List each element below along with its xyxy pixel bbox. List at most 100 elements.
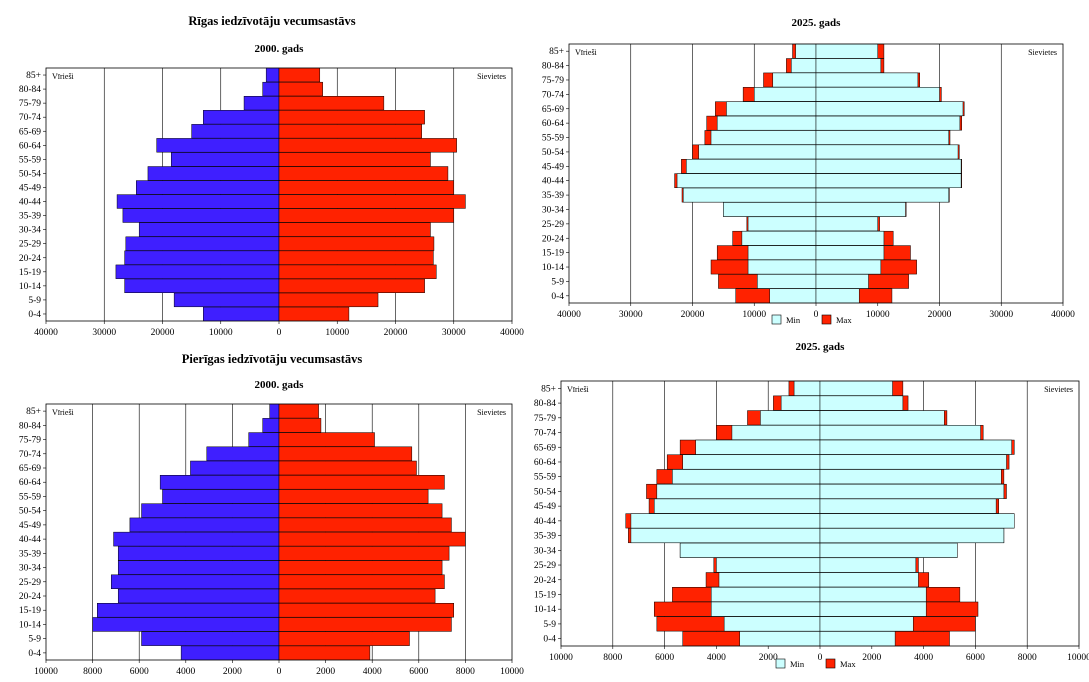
bar-min-male — [791, 58, 817, 73]
y-tick-label: 30-34 — [534, 546, 556, 556]
y-tick-label: 85+ — [26, 71, 41, 81]
bar-min-female — [815, 101, 964, 117]
bar-min-female — [815, 259, 882, 275]
bar-male — [115, 264, 280, 279]
y-tick-label: 20-24 — [19, 592, 41, 602]
bar-min-male — [716, 115, 817, 131]
bar-min-female — [819, 557, 917, 573]
bar-min-female — [819, 380, 893, 396]
chart-title: 2025. gads — [796, 341, 846, 353]
bar-min-male — [679, 542, 821, 558]
bar-min-male — [747, 245, 817, 260]
bar-female — [278, 603, 454, 618]
bar-min-male — [695, 439, 821, 455]
y-tick-label: 55-59 — [19, 492, 41, 502]
bar-min-female — [819, 425, 981, 440]
y-tick-label: 40-44 — [19, 198, 41, 208]
bar-min-male — [653, 498, 821, 514]
bar-male — [138, 222, 280, 237]
y-tick-label: 85+ — [26, 407, 41, 417]
y-tick-label: 25-29 — [542, 220, 564, 230]
y-tick-label: 45-49 — [534, 502, 556, 512]
bar-min-male — [780, 395, 821, 411]
bar-min-male — [676, 173, 817, 188]
y-tick-label: 30-34 — [19, 226, 41, 236]
y-tick-label: 0-4 — [28, 310, 41, 320]
y-tick-label: 25-29 — [19, 240, 41, 250]
bar-male — [203, 110, 280, 125]
y-tick-label: 10-14 — [19, 282, 41, 292]
bar-min-male — [710, 130, 817, 145]
x-tick-label: 0 — [814, 310, 819, 320]
y-tick-label: 5-9 — [28, 635, 41, 645]
bar-min-female — [819, 616, 914, 632]
bar-male — [147, 166, 280, 181]
bar-min-male — [723, 616, 821, 632]
bar-male — [173, 292, 280, 308]
bar-min-female — [819, 631, 896, 647]
y-tick-label: 60-64 — [542, 119, 564, 129]
bar-male — [206, 446, 280, 461]
pieriga-heading: Pierīgas iedzīvotāju vecumsastāvs — [181, 352, 363, 366]
bar-female — [278, 517, 452, 533]
y-tick-label: 40-44 — [19, 535, 41, 545]
bar-min-male — [710, 601, 821, 617]
bar-male — [136, 180, 280, 195]
bar-male — [117, 546, 280, 561]
bar-min-male — [723, 202, 817, 217]
bar-male — [248, 432, 280, 447]
bar-female — [278, 460, 417, 476]
bar-male — [159, 475, 280, 490]
bar-male — [125, 236, 280, 251]
x-tick-label: 30000 — [442, 328, 466, 338]
x-tick-label: 8000 — [83, 667, 102, 677]
y-tick-label: 45-49 — [19, 521, 41, 531]
bar-female — [278, 222, 431, 237]
bar-female — [278, 489, 429, 504]
bar-min-female — [819, 587, 927, 602]
y-tick-label: 70-74 — [542, 90, 564, 100]
bar-male — [265, 67, 280, 83]
legend-swatch-max — [821, 314, 832, 325]
x-tick-label: 10000 — [209, 328, 233, 338]
bar-min-female — [815, 202, 906, 217]
x-tick-label: 2000 — [862, 653, 881, 663]
bar-min-male — [731, 425, 821, 440]
bar-male — [141, 631, 280, 646]
bar-min-male — [747, 259, 817, 275]
bar-male — [191, 124, 280, 139]
bar-male — [113, 531, 280, 547]
y-tick-label: 45-49 — [542, 162, 564, 172]
left-side-label: Vīrieši — [575, 48, 598, 57]
x-tick-label: 30000 — [619, 310, 643, 320]
x-tick-label: 6000 — [130, 667, 149, 677]
bar-female — [278, 503, 443, 518]
y-tick-label: 35-39 — [542, 191, 564, 201]
y-tick-label: 55-59 — [542, 134, 564, 144]
bar-female — [278, 546, 450, 561]
bar-female — [278, 292, 379, 308]
bar-female — [278, 208, 454, 223]
bar-min-female — [815, 230, 885, 246]
legend-swatch-min — [775, 658, 786, 669]
x-tick-label: 10000 — [34, 667, 58, 677]
bar-female — [278, 124, 422, 139]
bar-min-male — [630, 513, 821, 529]
y-tick-label: 15-19 — [542, 249, 564, 259]
legend-swatch-max — [825, 658, 836, 669]
bar-female — [278, 67, 321, 83]
y-tick-label: 45-49 — [19, 183, 41, 193]
y-tick-label: 60-64 — [19, 478, 41, 488]
bar-female — [278, 152, 431, 167]
riga-heading: Rīgas iedzīvotāju vecumsastāvs — [188, 14, 356, 28]
x-tick-label: 4000 — [363, 667, 382, 677]
bar-female — [278, 446, 413, 461]
y-tick-label: 65-69 — [19, 127, 41, 137]
bar-min-female — [819, 513, 1015, 529]
riga-2000-pyramid: 2000. gads 85+ 80-84 75-79 70-74 65-69 60-64 55… — [19, 43, 524, 338]
x-tick-label: 6000 — [655, 653, 674, 663]
bar-min-male — [656, 483, 821, 499]
y-tick-label: 30-34 — [542, 205, 564, 215]
bar-min-male — [747, 216, 817, 232]
y-tick-label: 55-59 — [534, 473, 556, 483]
